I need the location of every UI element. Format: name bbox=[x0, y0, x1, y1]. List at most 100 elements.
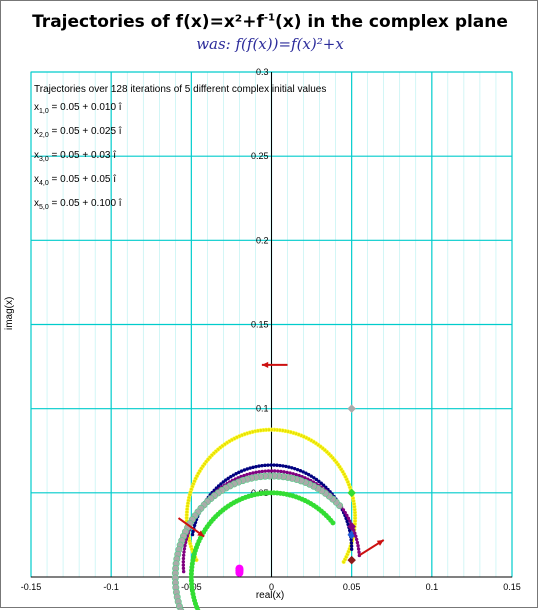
series-2-point bbox=[345, 519, 349, 524]
series-2-point bbox=[349, 538, 353, 542]
series-5-start-marker bbox=[347, 404, 356, 413]
series-3-point bbox=[282, 470, 286, 474]
series-2-point bbox=[319, 481, 323, 485]
series-3-point bbox=[348, 519, 352, 523]
series-2-point bbox=[284, 464, 288, 469]
series-2-point bbox=[190, 532, 195, 537]
y-tick-label: 0.25 bbox=[251, 151, 269, 161]
series-2-point bbox=[349, 541, 354, 545]
series-2-point bbox=[293, 466, 297, 471]
series-3-point bbox=[257, 470, 261, 474]
series-3-point bbox=[355, 540, 360, 545]
series-2-point bbox=[234, 472, 238, 476]
chart-title: Trajectories of f(x)=x²+f-1(x) in the co… bbox=[32, 12, 508, 32]
series-3-point bbox=[341, 508, 346, 512]
series-5-point bbox=[177, 607, 185, 610]
y-tick-label: 0.2 bbox=[256, 235, 269, 245]
series-2-point bbox=[237, 470, 241, 475]
series-2-point bbox=[224, 478, 228, 482]
info-title: Trajectories over 128 iterations of 5 di… bbox=[34, 84, 327, 95]
series-3-point bbox=[343, 510, 347, 515]
initial-value-1: x1,0 = 0.05 + 0.010 î bbox=[34, 102, 122, 115]
series-3-point bbox=[181, 563, 186, 567]
x-tick-label: -0.1 bbox=[103, 582, 119, 592]
initial-values-list: x1,0 = 0.05 + 0.010 î x2,0 = 0.05 + 0.025… bbox=[34, 99, 326, 216]
series-3-point bbox=[276, 469, 280, 473]
series-4-start-marker bbox=[347, 488, 356, 498]
series-3-point bbox=[285, 470, 289, 475]
series-3-point bbox=[181, 569, 186, 574]
series-2-point bbox=[266, 463, 270, 467]
series-3-point bbox=[182, 547, 187, 551]
series-3-point bbox=[356, 544, 360, 548]
series-3-point bbox=[251, 471, 255, 475]
series-2-point bbox=[349, 547, 354, 551]
series-2-point bbox=[248, 466, 252, 470]
series-2-point bbox=[309, 474, 313, 478]
series-3-point bbox=[303, 476, 307, 480]
series-2-point bbox=[306, 472, 311, 477]
series-3-point bbox=[254, 470, 258, 475]
series-3-point bbox=[266, 469, 271, 473]
series-3-point bbox=[181, 560, 186, 564]
series-2-point bbox=[229, 475, 233, 479]
direction-arrow-head bbox=[261, 361, 269, 368]
initial-value-4: x4,0 = 0.05 + 0.05 î bbox=[34, 174, 117, 187]
series-2-point bbox=[347, 528, 352, 533]
series-2-point bbox=[239, 469, 244, 473]
series-2-point bbox=[314, 477, 319, 482]
series-2-point bbox=[191, 529, 195, 534]
series-2-point bbox=[231, 473, 236, 477]
series-2-point bbox=[290, 466, 294, 470]
series-3-point bbox=[354, 534, 358, 538]
initial-value-2: x2,0 = 0.05 + 0.025 î bbox=[34, 126, 122, 139]
series-3-point bbox=[288, 471, 292, 475]
series-2-point bbox=[263, 463, 267, 468]
series-2-point bbox=[278, 463, 282, 468]
series-3-point bbox=[297, 473, 301, 478]
series-5-end-marker bbox=[235, 566, 244, 575]
series-2-point bbox=[304, 471, 308, 475]
series-3-start-marker bbox=[347, 522, 356, 531]
x-tick-label: -0.15 bbox=[21, 582, 42, 592]
direction-arrow-head bbox=[376, 539, 384, 546]
series-2-point bbox=[301, 470, 305, 474]
series-3-point bbox=[263, 469, 268, 473]
series-2-point bbox=[192, 523, 197, 528]
series-3-point bbox=[354, 537, 359, 542]
series-2-point bbox=[245, 467, 249, 471]
initial-value-5: x5,0 = 0.05 + 0.100 î bbox=[34, 198, 122, 211]
series-3-point bbox=[181, 553, 186, 557]
x-tick-label: 0.1 bbox=[426, 582, 439, 592]
x-tick-label: 0.05 bbox=[343, 582, 361, 592]
x-tick-label: 0 bbox=[269, 582, 274, 592]
x-axis-label: real(x) bbox=[255, 590, 285, 601]
series-2-point bbox=[219, 482, 223, 486]
series-3-point bbox=[242, 473, 246, 478]
series-2-point bbox=[346, 522, 350, 527]
series-3-point bbox=[345, 513, 349, 518]
series-4-point bbox=[195, 607, 201, 610]
series-3-point bbox=[357, 550, 361, 554]
y-tick-label: 0.1 bbox=[256, 404, 269, 414]
series-3-point bbox=[269, 469, 274, 473]
series-3-point bbox=[245, 472, 249, 477]
series-2-point bbox=[312, 476, 316, 480]
y-tick-label: 0.3 bbox=[256, 67, 269, 77]
series-2-point bbox=[257, 464, 261, 468]
initial-value-3: x3,0 = 0.05 + 0.03 î bbox=[34, 150, 117, 163]
series-2-point bbox=[221, 480, 225, 484]
series-3-point bbox=[353, 531, 357, 535]
series-3-point bbox=[260, 469, 264, 474]
series-2-point bbox=[287, 465, 291, 469]
series-3-point bbox=[352, 528, 356, 532]
series-3-point bbox=[182, 550, 186, 554]
series-1-start-marker bbox=[347, 555, 356, 565]
series-2-point bbox=[272, 463, 276, 467]
series-2-point bbox=[269, 463, 273, 467]
info-box: Trajectories over 128 iterations of 5 di… bbox=[34, 84, 326, 216]
series-2-point bbox=[321, 483, 326, 487]
series-3-point bbox=[248, 472, 252, 476]
